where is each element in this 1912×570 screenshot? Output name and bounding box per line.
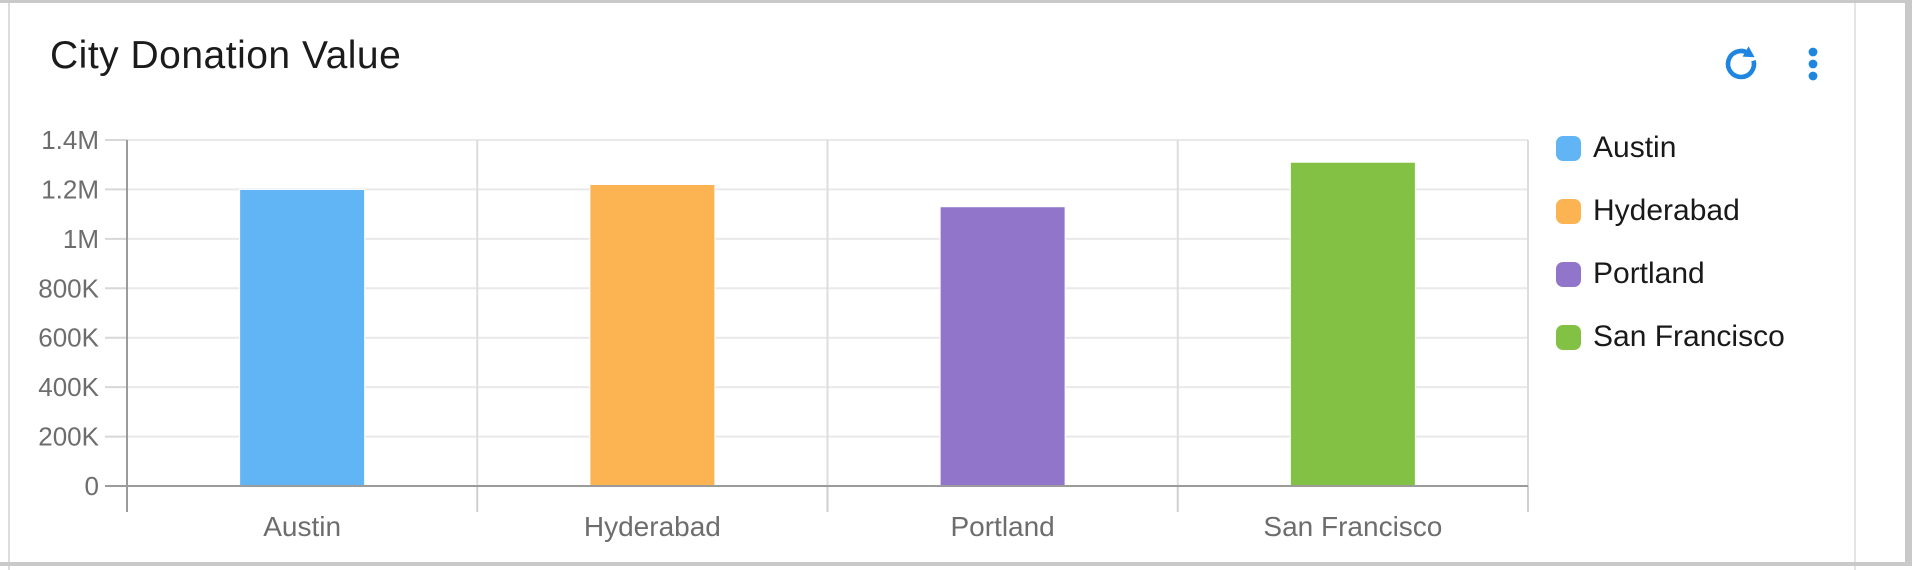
- legend-item-hyderabad[interactable]: Hyderabad: [1556, 196, 1785, 226]
- refresh-button[interactable]: [1720, 43, 1762, 85]
- chart-legend: Austin Hyderabad Portland San Francisco: [1556, 133, 1785, 352]
- y-axis-tick-label: 400K: [38, 372, 99, 402]
- kebab-menu-button[interactable]: [1792, 43, 1834, 85]
- bar-san-francisco[interactable]: [1289, 161, 1416, 487]
- y-axis-tick-label: 1M: [63, 224, 99, 254]
- x-axis-label-hyderabad: Hyderabad: [584, 511, 721, 542]
- y-axis-tick-label: 600K: [38, 323, 99, 353]
- legend-label: San Francisco: [1593, 320, 1785, 353]
- bar-hyderabad[interactable]: [589, 183, 716, 487]
- y-axis-tick-label: 800K: [38, 273, 99, 303]
- y-axis-tick-label: 200K: [38, 422, 99, 452]
- kebab-menu-icon: [1808, 47, 1818, 81]
- x-axis-label-austin: Austin: [263, 511, 341, 542]
- x-axis-label-san-francisco: San Francisco: [1263, 511, 1442, 542]
- page-top-divider: [0, 0, 1912, 3]
- refresh-icon: [1725, 46, 1757, 80]
- legend-label: Austin: [1593, 131, 1677, 164]
- legend-label: Hyderabad: [1593, 194, 1740, 227]
- y-axis-tick-label: 1.4M: [41, 125, 99, 155]
- y-axis-tick-label: 0: [85, 471, 99, 501]
- page-title: City Donation Value: [50, 34, 402, 77]
- page-right-edge: [1905, 0, 1912, 566]
- legend-swatch-hyderabad: [1556, 198, 1581, 224]
- legend-swatch-austin: [1556, 135, 1581, 161]
- legend-item-austin[interactable]: Austin: [1556, 133, 1785, 163]
- y-axis-tick-label: 1.2M: [41, 174, 99, 204]
- legend-item-portland[interactable]: Portland: [1556, 259, 1785, 289]
- page-bottom-divider: [0, 562, 1912, 566]
- bar-portland[interactable]: [939, 206, 1066, 487]
- legend-item-san-francisco[interactable]: San Francisco: [1556, 322, 1785, 352]
- legend-label: Portland: [1593, 257, 1705, 290]
- legend-swatch-san-francisco: [1556, 324, 1581, 350]
- bar-austin[interactable]: [239, 188, 366, 487]
- legend-swatch-portland: [1556, 261, 1581, 287]
- x-axis-label-portland: Portland: [950, 511, 1054, 542]
